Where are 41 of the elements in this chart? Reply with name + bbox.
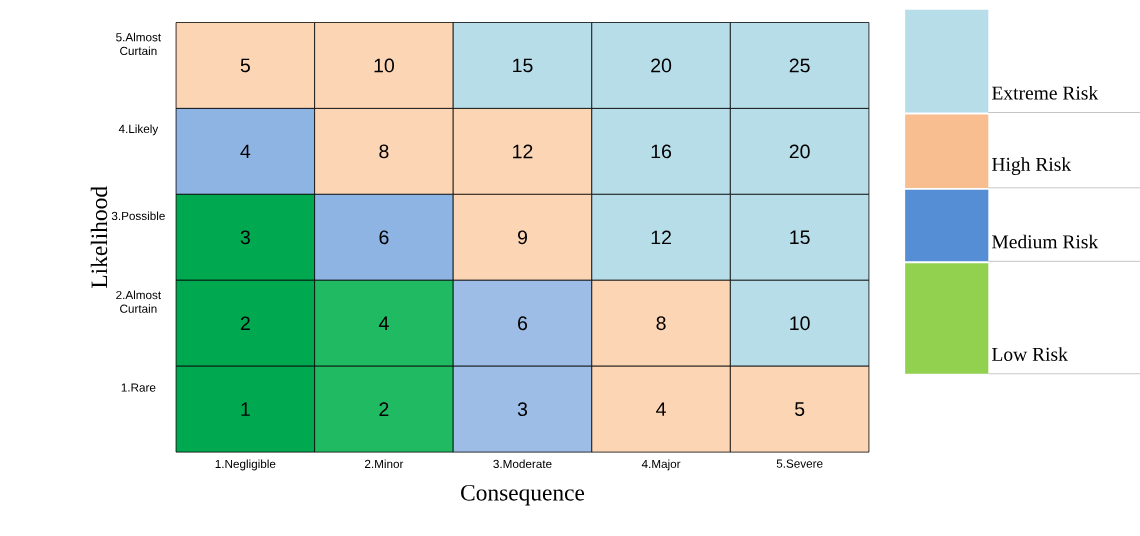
data-label: 10 <box>790 316 810 330</box>
data-label: 5 <box>240 58 250 73</box>
data-label: 3 <box>517 402 528 416</box>
data-label: 16 <box>651 144 672 159</box>
data-label: 6 <box>518 316 528 330</box>
y-tick-label: 3.Possible <box>111 211 165 220</box>
data-label: 20 <box>651 58 672 73</box>
data-label: 4 <box>656 402 666 416</box>
data-label: 12 <box>513 144 533 159</box>
y-tick-label: 5.Almost Curtain <box>116 32 162 55</box>
data-label: 3 <box>240 230 250 245</box>
data-label: 10 <box>374 58 394 73</box>
x-tick-label: 3.Moderate <box>493 459 552 468</box>
data-label: 20 <box>789 144 810 159</box>
text: Low Risk <box>992 347 1068 361</box>
data-label: 6 <box>379 230 389 245</box>
data-label: 15 <box>513 58 533 73</box>
data-label: 12 <box>651 230 671 244</box>
text: Medium Risk <box>992 234 1099 249</box>
text: High Risk <box>992 157 1072 175</box>
data-label: 15 <box>790 230 810 244</box>
data-label: 8 <box>379 144 389 159</box>
x-tick-label: 1.Negligible <box>215 459 276 471</box>
x-axis-title: Consequence <box>461 484 585 506</box>
y-tick-label: 2.Almost Curtain <box>116 290 162 313</box>
data-label: 4 <box>240 144 251 158</box>
data-label: 5 <box>795 402 805 416</box>
data-label: 25 <box>789 58 810 73</box>
data-label: 2 <box>379 402 389 416</box>
data-label: 9 <box>517 230 527 245</box>
data-label: 2 <box>240 316 250 330</box>
y-tick-label: 1.Rare <box>121 383 156 392</box>
data-label: 4 <box>378 316 389 330</box>
text: Extreme Risk <box>992 85 1099 100</box>
data-label: 8 <box>656 316 666 330</box>
y-tick-label: 4.Likely <box>118 124 159 136</box>
x-tick-label: 5.Severe <box>776 459 823 468</box>
data-label: 1 <box>241 402 250 416</box>
x-tick-label: 2.Minor <box>365 459 404 468</box>
y-axis-title: Likelihood <box>90 186 108 288</box>
x-tick-label: 4.Major <box>641 459 681 471</box>
